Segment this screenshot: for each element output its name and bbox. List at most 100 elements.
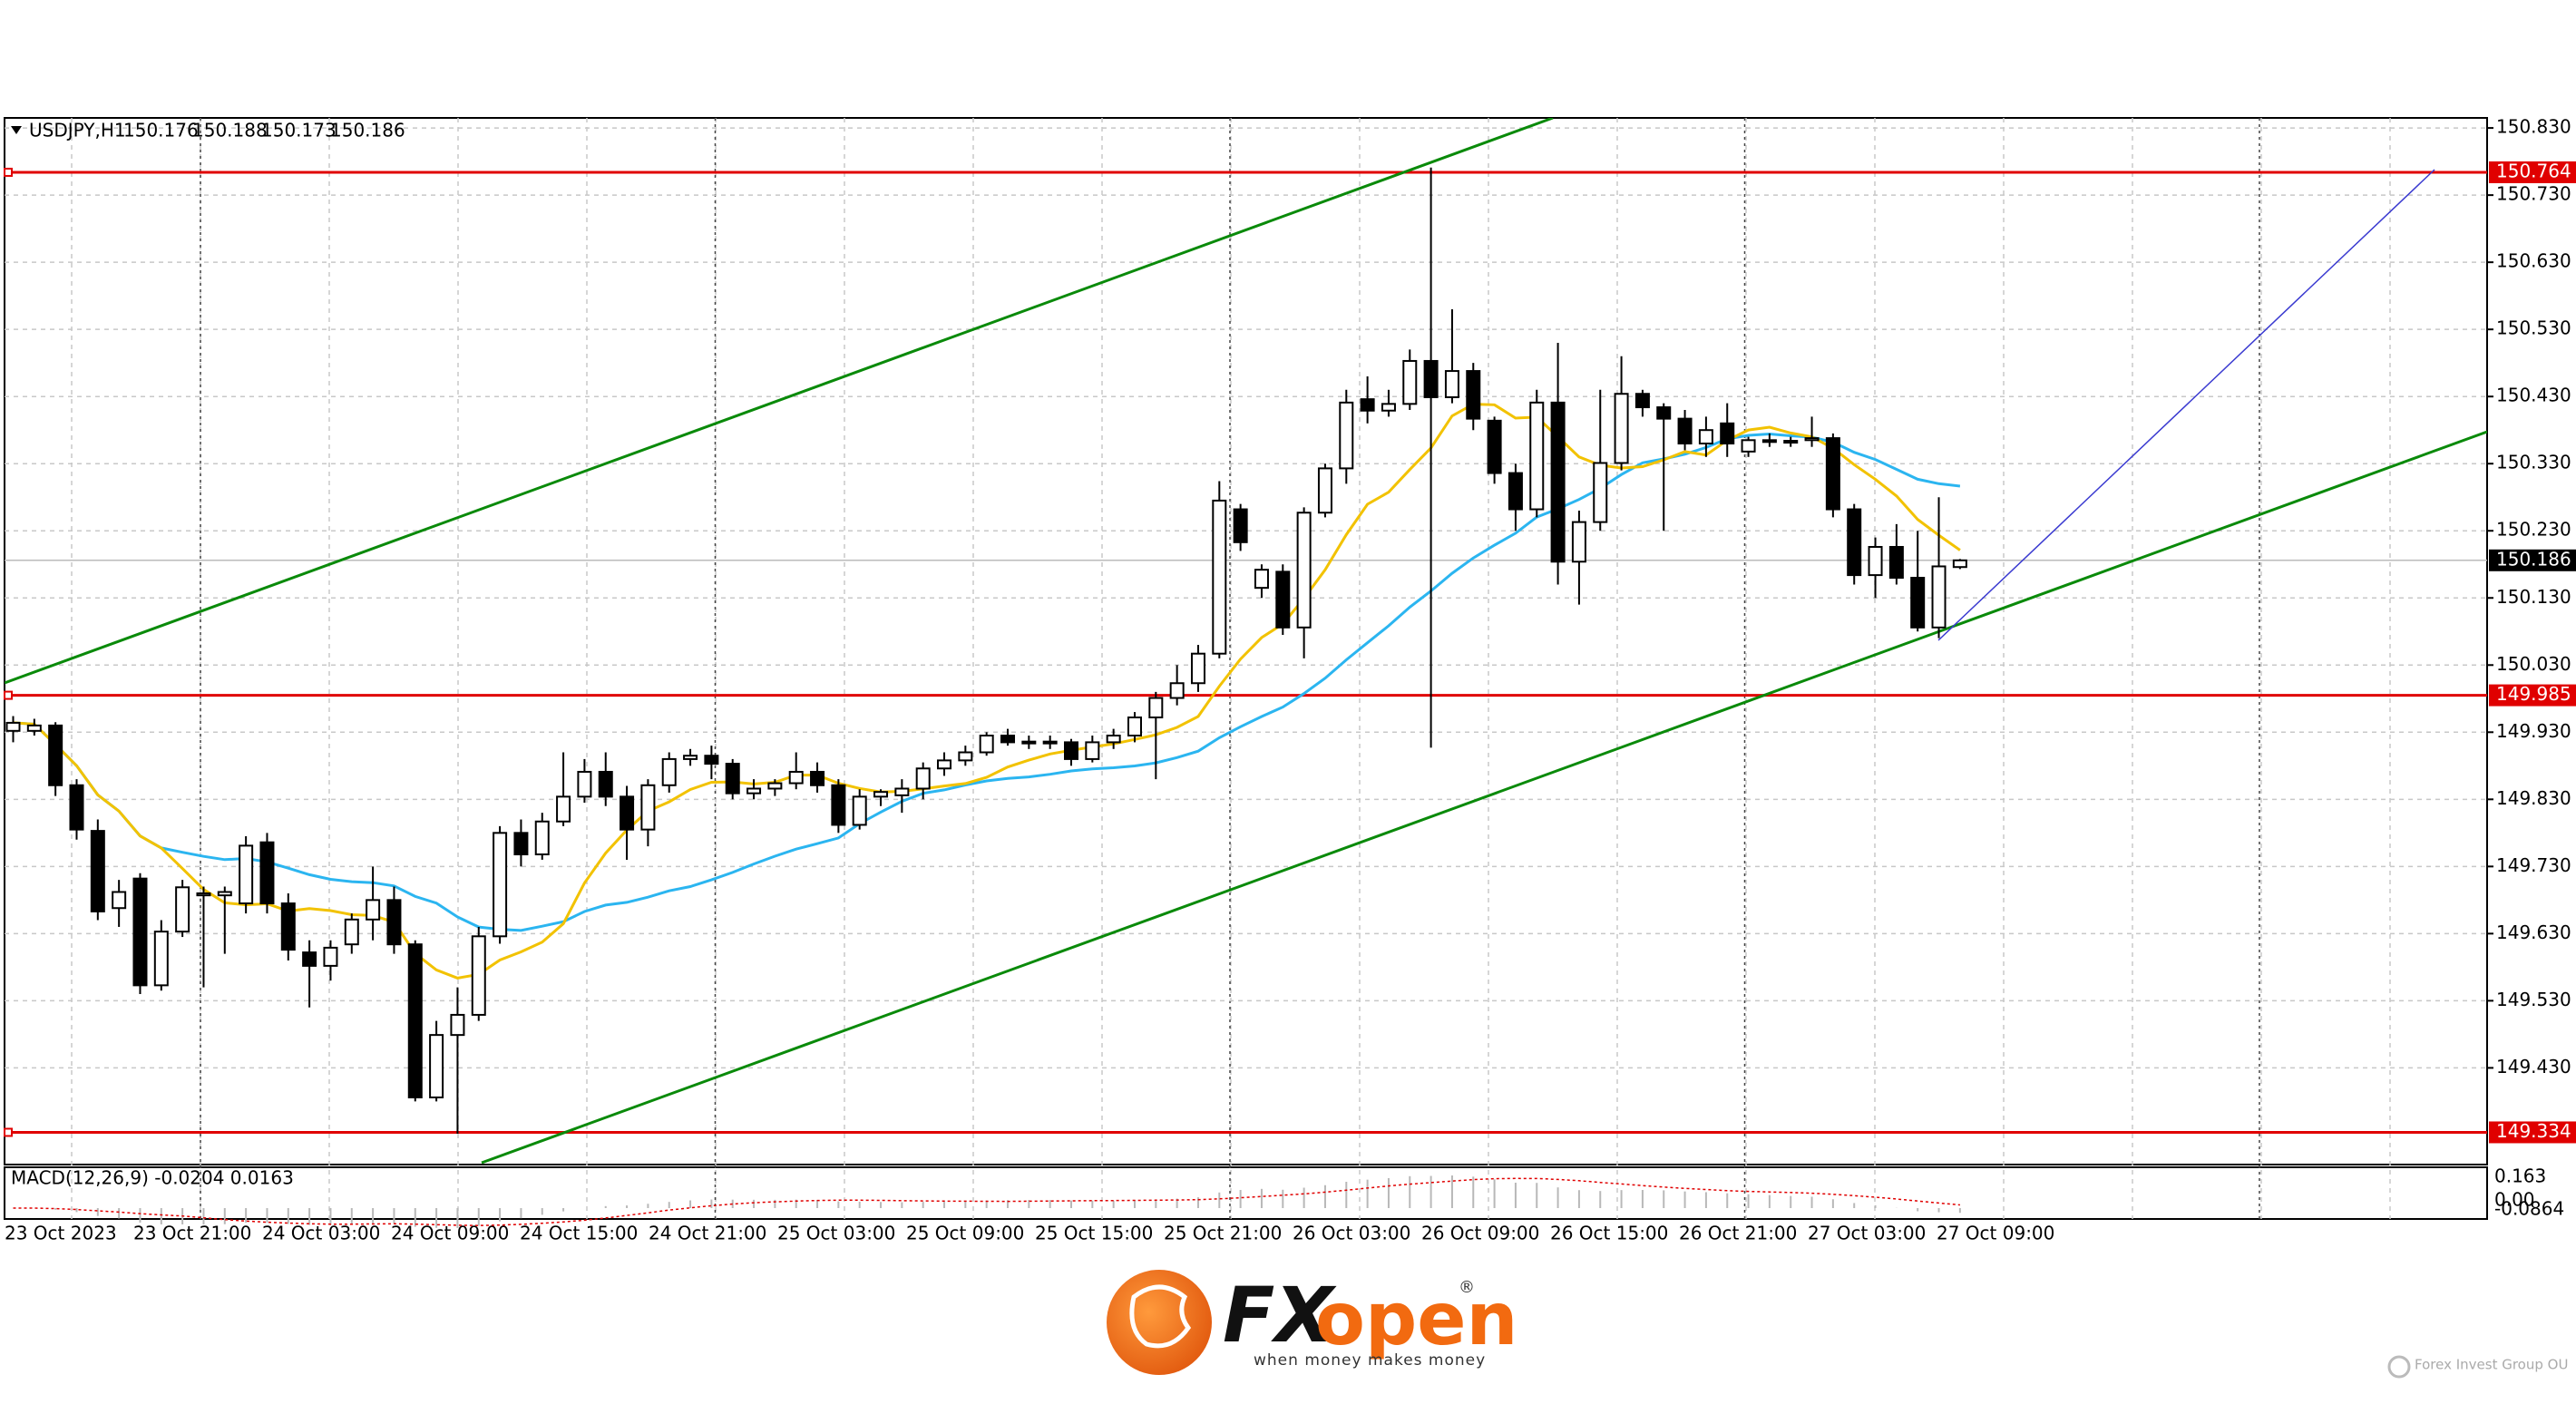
candle-body (1360, 398, 1375, 412)
y-tick-label: 150.430 (2496, 385, 2571, 406)
x-tick-label: 23 Oct 21:00 (133, 1223, 251, 1244)
candle-body (1466, 370, 1481, 420)
candle-body (450, 1013, 465, 1037)
candle-body (407, 943, 423, 1098)
candle-body (1339, 401, 1354, 470)
candle-body (112, 891, 127, 910)
x-tick-label: 27 Oct 09:00 (1937, 1223, 2054, 1244)
candle-body (1804, 437, 1820, 442)
y-tick-label: 150.030 (2496, 653, 2571, 675)
candle-body (1847, 508, 1862, 577)
y-tick-label: 150.130 (2496, 586, 2571, 608)
candle-body (1021, 740, 1037, 745)
candle-body (788, 770, 804, 785)
y-tick-label: 149.430 (2496, 1056, 2571, 1077)
close-price: 150.186 (330, 120, 405, 141)
y-tick-label: 149.530 (2496, 989, 2571, 1010)
candle-body (1127, 717, 1142, 737)
level-label: 149.985 (2496, 683, 2571, 705)
candle-body (1741, 439, 1756, 453)
macd-panel (4, 1166, 2488, 1220)
candle-body (725, 763, 740, 795)
level-box (2489, 161, 2576, 183)
candle-body (1487, 419, 1502, 474)
candle-body (471, 935, 486, 1016)
candle-body (302, 951, 317, 967)
candle-body (1952, 559, 1967, 569)
candle-body (1190, 652, 1205, 685)
level-anchor (4, 1127, 13, 1137)
x-tick-label: 24 Oct 15:00 (520, 1223, 638, 1244)
candle-body (386, 899, 402, 946)
candle-body (661, 757, 677, 786)
open-price: 150.176 (123, 120, 199, 141)
candle-body (175, 886, 190, 933)
candle-body (217, 891, 232, 897)
candle-body (1677, 417, 1693, 445)
candle-body (69, 784, 84, 831)
macd-label: MACD(12,26,9) -0.0204 0.0163 (11, 1167, 294, 1189)
y-tick-label: 150.630 (2496, 250, 2571, 272)
trend-line (1937, 169, 2435, 641)
candle-body (1148, 697, 1164, 719)
candle-body (1529, 401, 1545, 511)
y-tick-label: 149.630 (2496, 921, 2571, 943)
level-anchor (4, 167, 13, 177)
candle-body (1634, 393, 1650, 409)
slow-moving-average (13, 432, 1961, 932)
candle-body (1317, 467, 1332, 514)
x-tick-label: 27 Oct 03:00 (1808, 1223, 1926, 1244)
candle-body (1402, 359, 1418, 405)
candle-body (1761, 439, 1777, 444)
current-price-box (2489, 549, 2576, 571)
candle-body (1508, 472, 1523, 511)
candle-body (1550, 401, 1566, 563)
logo-lion (1129, 1284, 1192, 1349)
low-price: 150.173 (261, 120, 337, 141)
logo-fx: FX (1223, 1271, 1337, 1360)
candle-body (90, 830, 105, 912)
candle-body (1042, 740, 1058, 745)
macd-scale: -0.0864 (2494, 1198, 2564, 1220)
fast-moving-average (13, 403, 1961, 980)
level-anchor (4, 690, 13, 700)
logo-mark: ® (1459, 1278, 1475, 1297)
candle-body (259, 841, 275, 905)
x-tick-label: 26 Oct 03:00 (1293, 1223, 1410, 1244)
macd-scale: 0.163 (2494, 1165, 2546, 1187)
high-price: 150.188 (192, 120, 268, 141)
y-tick-label: 150.730 (2496, 183, 2571, 205)
x-tick-label: 24 Oct 09:00 (391, 1223, 509, 1244)
footer-icon (2387, 1355, 2411, 1379)
level-box (2489, 684, 2576, 707)
candle-body (894, 787, 910, 796)
candle-body (26, 724, 42, 732)
logo-open: open (1315, 1277, 1517, 1361)
candle-body (620, 795, 635, 831)
candle-body (1720, 422, 1735, 445)
main-panel (4, 117, 2488, 1165)
candle-body (958, 751, 973, 762)
symbol: USDJPY,H1 (29, 120, 126, 141)
candle-body (1423, 359, 1439, 398)
menu-arrow (11, 126, 22, 134)
candle-body (153, 931, 169, 987)
x-tick-label: 23 Oct 2023 (5, 1223, 117, 1244)
channel-upper (5, 118, 1554, 685)
candle-body (1614, 393, 1629, 464)
candle-body (1233, 508, 1248, 543)
candle-body (280, 902, 296, 951)
candle-body (1106, 735, 1121, 744)
y-tick-label: 149.930 (2496, 720, 2571, 742)
candle-body (1910, 577, 1926, 629)
candle-body (937, 759, 952, 770)
candle-body (132, 877, 148, 987)
candle-body (534, 820, 550, 856)
candle-body (1698, 429, 1713, 445)
x-tick-label: 25 Oct 15:00 (1035, 1223, 1153, 1244)
current-price-label: 150.186 (2496, 548, 2571, 570)
level-label: 149.334 (2496, 1120, 2571, 1142)
candle-body (239, 844, 254, 905)
candle-body (577, 770, 592, 798)
